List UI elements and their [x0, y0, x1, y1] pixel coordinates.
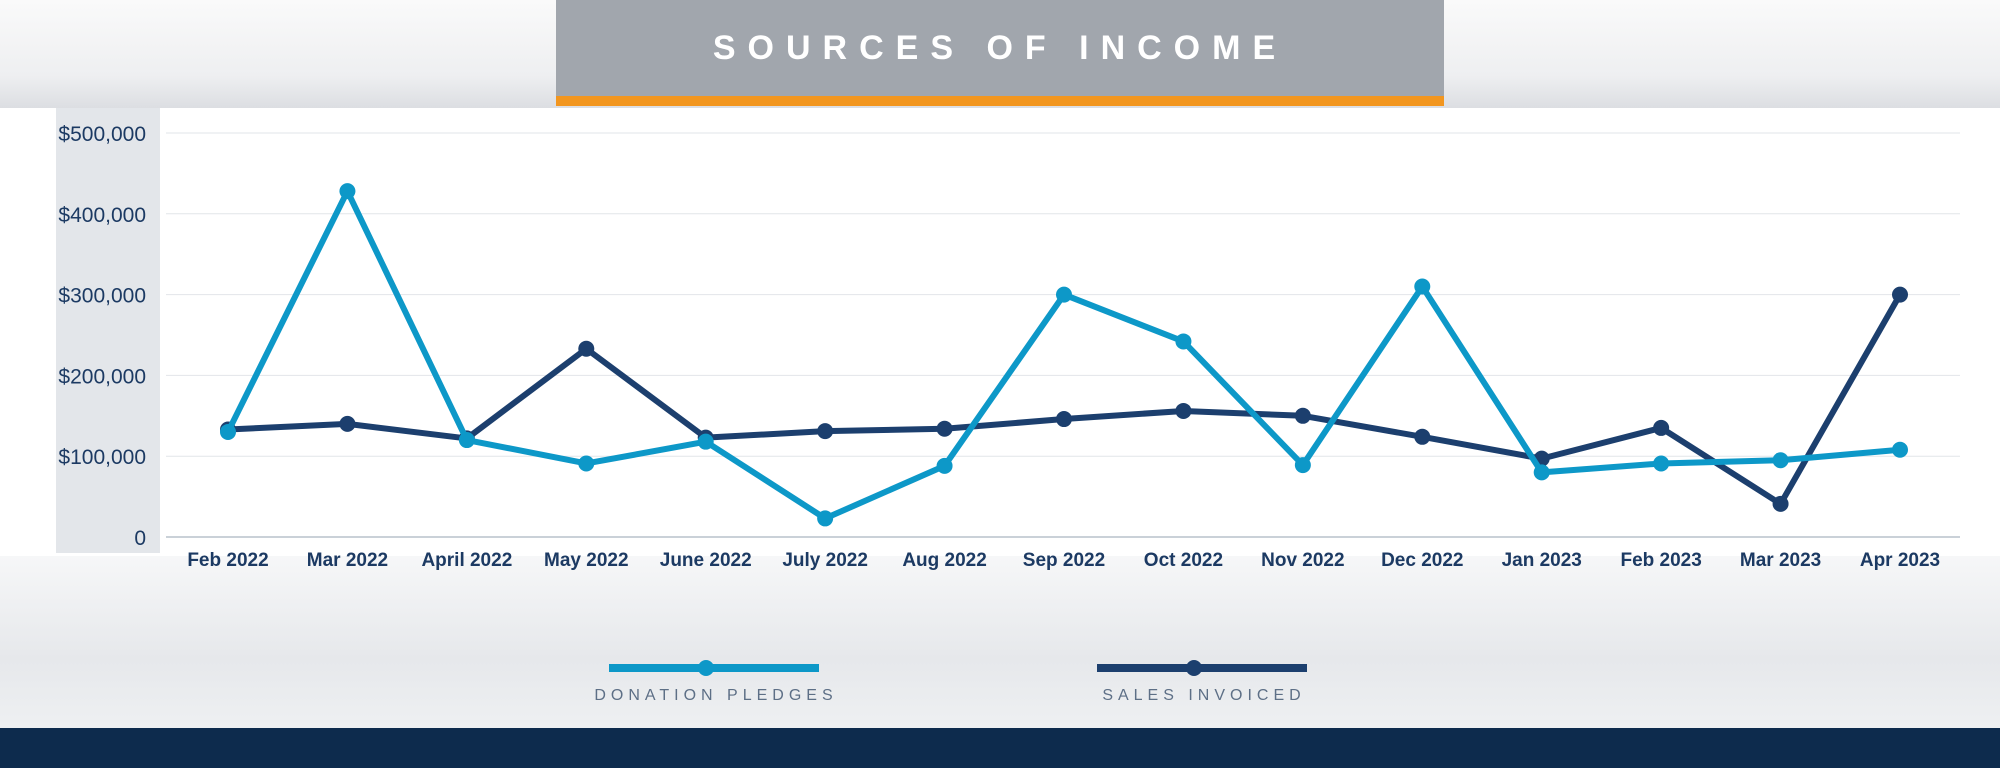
data-point-sales-invoiced [1653, 419, 1670, 436]
legend-swatch-marker [698, 660, 714, 676]
data-point-donation-pledges [1772, 452, 1789, 469]
data-point-donation-pledges [1533, 464, 1550, 481]
data-point-donation-pledges [1056, 286, 1072, 303]
data-point-donation-pledges [1653, 455, 1670, 472]
data-point-donation-pledges [1294, 457, 1311, 474]
legend-band [0, 556, 2000, 728]
x-tick-label: July 2022 [782, 550, 868, 571]
x-tick-label: Mar 2022 [307, 550, 388, 571]
legend-label: DONATION PLEDGES [594, 687, 838, 704]
series-line-donation-pledges [225, 188, 1903, 522]
x-tick-label: Aug 2022 [902, 550, 986, 571]
y-tick-label: $300,000 [58, 285, 146, 308]
y-tick-label: 0 [134, 527, 146, 550]
y-tick-label: $200,000 [58, 365, 146, 388]
data-point-donation-pledges [697, 433, 714, 450]
data-point-donation-pledges [1414, 278, 1431, 295]
legend-label: SALES INVOICED [1102, 687, 1306, 704]
x-tick-label: Sep 2022 [1023, 550, 1105, 571]
data-point-donation-pledges [578, 455, 595, 472]
data-point-sales-invoiced [1892, 286, 1908, 303]
data-point-donation-pledges [220, 423, 236, 440]
x-tick-label: Mar 2023 [1740, 550, 1821, 571]
footer-bar [0, 728, 2000, 768]
y-axis-strip [56, 108, 160, 553]
data-point-sales-invoiced [1772, 495, 1789, 512]
data-point-sales-invoiced [1056, 411, 1072, 428]
data-point-sales-invoiced [936, 420, 953, 437]
data-point-donation-pledges [936, 457, 953, 474]
data-point-sales-invoiced [578, 340, 595, 357]
data-point-sales-invoiced [339, 415, 356, 432]
x-tick-label: Apr 2023 [1860, 550, 1940, 571]
data-point-sales-invoiced [1294, 407, 1311, 424]
legend-swatch-marker [1186, 660, 1202, 676]
data-point-donation-pledges [339, 183, 356, 200]
x-tick-label: June 2022 [660, 550, 752, 571]
plot-panel [0, 108, 2000, 568]
x-tick-label: Oct 2022 [1144, 550, 1223, 571]
legend-swatch-line [609, 664, 819, 672]
x-tick-label: Nov 2022 [1261, 550, 1344, 571]
legend-donation-pledges: DONATION PLEDGES [588, 655, 833, 715]
y-tick-label: $500,000 [58, 123, 146, 146]
x-tick-label: May 2022 [544, 550, 629, 571]
data-point-donation-pledges [458, 432, 475, 449]
x-tick-label: April 2022 [421, 550, 512, 571]
y-tick-label: $100,000 [58, 446, 146, 469]
data-point-donation-pledges [1175, 333, 1192, 350]
chart-title: SOURCES OF INCOME [712, 28, 1288, 67]
data-point-sales-invoiced [817, 423, 834, 440]
x-tick-label: Feb 2023 [1620, 550, 1701, 571]
legend-swatch-line [1097, 664, 1307, 672]
x-tick-label: Dec 2022 [1381, 550, 1463, 571]
title-banner: SOURCES OF INCOME [556, 0, 1444, 106]
legend-sales-invoiced: SALES INVOICED [1076, 655, 1316, 715]
data-point-donation-pledges [817, 510, 834, 527]
x-tick-label: Feb 2022 [187, 550, 268, 571]
y-tick-label: $400,000 [58, 204, 146, 227]
data-point-sales-invoiced [1414, 428, 1431, 445]
x-tick-label: Jan 2023 [1502, 550, 1582, 571]
data-point-donation-pledges [1892, 441, 1908, 458]
data-point-sales-invoiced [1175, 402, 1192, 419]
series-line-sales-invoiced [225, 291, 1903, 507]
